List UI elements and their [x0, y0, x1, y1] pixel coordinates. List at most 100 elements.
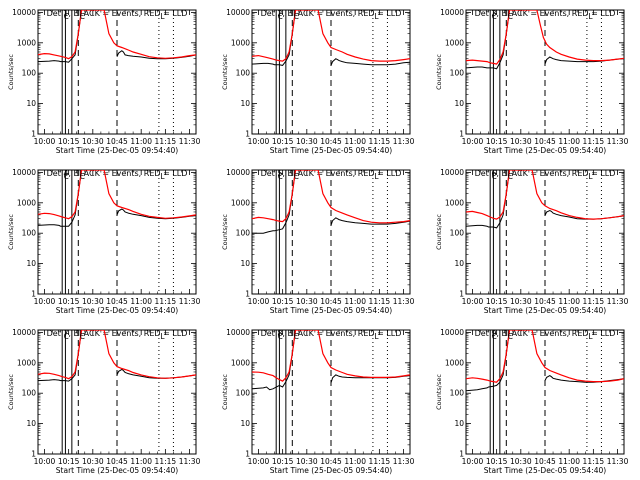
x-tick-label: 11:00: [558, 297, 580, 306]
x-tick-label: 10:00: [248, 457, 270, 466]
marker-letter: C: [294, 12, 299, 21]
marker-letter: C: [80, 12, 85, 21]
x-tick-label: 10:45: [534, 137, 556, 146]
marker-letter: C: [278, 12, 283, 21]
y-tick-label: 1000: [231, 358, 250, 367]
y-tick-label: 100: [22, 389, 37, 398]
marker-letter: L: [374, 172, 379, 181]
y-tick-label: 10000: [226, 8, 250, 17]
plot-area: [252, 170, 410, 294]
events-series-line: [466, 170, 510, 229]
marker-letter: L: [374, 332, 379, 341]
marker-letter: L: [588, 12, 593, 21]
x-tick-label: 10:30: [510, 137, 532, 146]
x-tick-label: 10:45: [534, 457, 556, 466]
x-tick-label: 10:15: [486, 457, 508, 466]
x-tick-label: 11:00: [130, 297, 152, 306]
x-tick-label: 11:15: [155, 137, 177, 146]
x-tick-label: 10:15: [486, 297, 508, 306]
y-tick-label: 10000: [226, 328, 250, 337]
marker-letter: L: [374, 12, 379, 21]
x-tick-label: 11:15: [583, 457, 605, 466]
x-tick-label: 10:00: [34, 457, 56, 466]
x-tick-label: 10:00: [248, 297, 270, 306]
marker-letter: C: [508, 172, 513, 181]
y-tick-label: 1: [31, 290, 36, 299]
y-tick-label: 1000: [231, 198, 250, 207]
marker-letter: C: [294, 172, 299, 181]
x-tick-label: 10:00: [34, 137, 56, 146]
plot-area: [466, 10, 624, 134]
x-axis-label: Start Time (25-Dec-05 09:54:40): [56, 306, 178, 315]
y-tick-label: 1: [245, 450, 250, 459]
x-tick-label: 10:15: [58, 297, 80, 306]
y-axis-label: Counts/sec: [221, 214, 229, 250]
marker-letter: C: [278, 172, 283, 181]
marker-letter: C: [64, 332, 69, 341]
y-tick-label: 100: [236, 69, 251, 78]
x-axis-label: Start Time (25-Dec-05 09:54:40): [270, 306, 392, 315]
y-axis-label: Counts/sec: [435, 214, 443, 250]
x-tick-label: 10:30: [296, 457, 318, 466]
x-tick-label: 10:15: [272, 137, 294, 146]
y-tick-label: 100: [236, 389, 251, 398]
y-tick-label: 1000: [17, 198, 36, 207]
x-tick-label: 11:15: [369, 137, 391, 146]
lld-series-line: [38, 330, 196, 380]
marker-letter: C: [492, 332, 497, 341]
x-tick-label: 10:45: [534, 297, 556, 306]
y-tick-label: 10000: [12, 8, 36, 17]
y-tick-label: 10: [240, 99, 250, 108]
y-tick-label: 10000: [440, 168, 464, 177]
x-axis-label: Start Time (25-Dec-05 09:54:40): [484, 306, 606, 315]
x-tick-label: 11:00: [130, 137, 152, 146]
y-tick-label: 10: [26, 99, 36, 108]
y-tick-label: 100: [450, 389, 465, 398]
y-tick-label: 10: [26, 259, 36, 268]
x-tick-label: 10:00: [34, 297, 56, 306]
y-tick-label: 1000: [17, 358, 36, 367]
y-tick-label: 1000: [445, 358, 464, 367]
y-axis-label: Counts/sec: [435, 374, 443, 410]
y-tick-label: 100: [22, 229, 37, 238]
y-tick-label: 1: [459, 130, 464, 139]
y-tick-label: 10000: [226, 168, 250, 177]
x-tick-label: 10:00: [248, 137, 270, 146]
lld-series-line: [38, 170, 196, 220]
x-tick-label: 11:00: [344, 457, 366, 466]
x-tick-label: 11:00: [558, 457, 580, 466]
x-tick-label: 11:30: [607, 297, 629, 306]
plot-area: [38, 330, 196, 454]
plot-area: [38, 10, 196, 134]
marker-letter: C: [508, 12, 513, 21]
y-axis-label: Counts/sec: [7, 54, 15, 90]
x-tick-label: 11:15: [155, 297, 177, 306]
y-tick-label: 10: [454, 419, 464, 428]
x-tick-label: 11:00: [130, 457, 152, 466]
marker-letter: C: [492, 172, 497, 181]
y-axis-label: Counts/sec: [435, 54, 443, 90]
x-tick-label: 11:30: [393, 457, 415, 466]
y-tick-label: 10: [454, 259, 464, 268]
x-tick-label: 10:45: [320, 457, 342, 466]
marker-letter: C: [492, 12, 497, 21]
panel-det-7: 1 10 100 1000 10000 10:00 10:15 10:30 10:45 11:00…: [7, 328, 201, 475]
x-tick-label: 11:30: [393, 137, 415, 146]
marker-letter: L: [588, 172, 593, 181]
y-tick-label: 1: [31, 450, 36, 459]
x-tick-label: 10:15: [58, 137, 80, 146]
x-tick-label: 11:30: [607, 457, 629, 466]
x-tick-label: 11:30: [393, 297, 415, 306]
x-axis-label: Start Time (25-Dec-05 09:54:40): [56, 466, 178, 475]
y-tick-label: 1000: [445, 198, 464, 207]
x-tick-label: 11:30: [179, 457, 201, 466]
x-tick-label: 10:15: [272, 297, 294, 306]
y-tick-label: 100: [22, 69, 37, 78]
y-tick-label: 1000: [445, 38, 464, 47]
x-tick-label: 10:30: [82, 137, 104, 146]
lld-series-line: [466, 170, 624, 220]
x-tick-label: 10:45: [106, 297, 128, 306]
x-tick-label: 11:30: [179, 297, 201, 306]
y-axis-label: Counts/sec: [221, 54, 229, 90]
plot-area: [252, 330, 410, 454]
